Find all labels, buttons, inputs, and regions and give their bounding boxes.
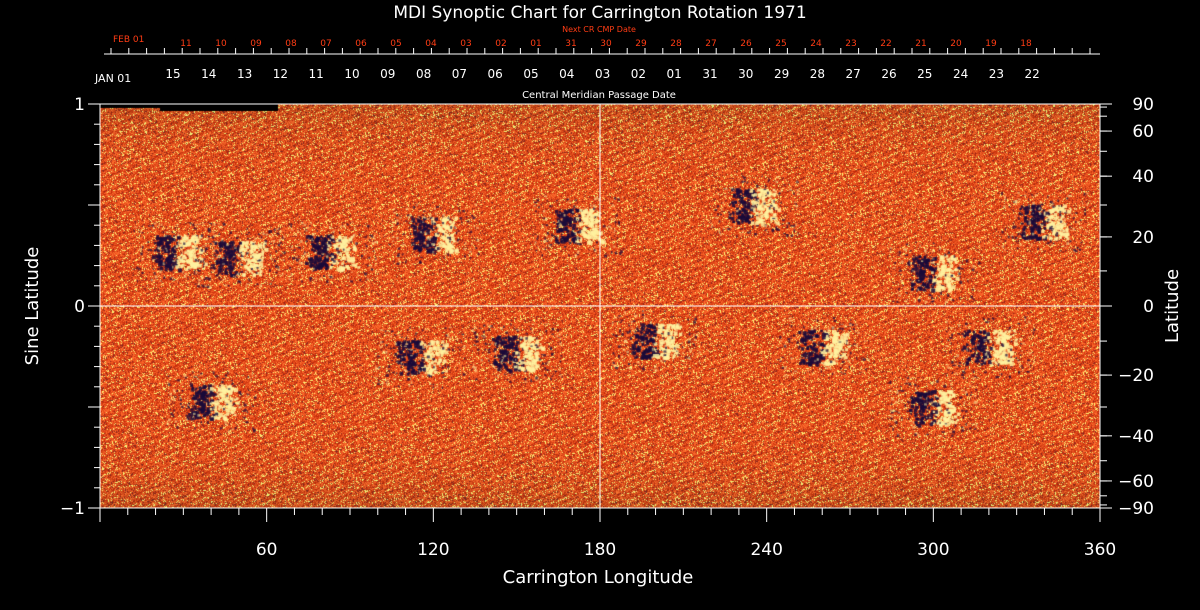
- y-left-tick-label: −1: [60, 499, 85, 519]
- next-cr-date-label: 07: [320, 39, 331, 49]
- y-axis-label-right: Latitude: [1162, 269, 1183, 343]
- cmp-date-label: 26: [881, 67, 896, 81]
- x-tick-label: 360: [1084, 540, 1116, 560]
- cmp-date-label: 14: [201, 67, 216, 81]
- next-cr-date-label: 18: [1020, 39, 1032, 49]
- y-right-tick-label: −60: [1118, 472, 1154, 492]
- y-right-tick-label: −20: [1118, 366, 1154, 386]
- cmp-date-label: 06: [488, 67, 503, 81]
- next-cr-date-label: 03: [460, 39, 471, 49]
- cmp-date-label: 28: [810, 67, 825, 81]
- x-axis-label: Carrington Longitude: [503, 567, 694, 588]
- cmp-date-label: 24: [953, 67, 968, 81]
- next-cr-date-label: 11: [180, 39, 191, 49]
- x-tick-label: 60: [256, 540, 278, 560]
- cmp-date-label: 11: [309, 67, 324, 81]
- next-cr-date-label: 27: [705, 39, 716, 49]
- cmp-date-label: 03: [595, 67, 610, 81]
- next-cr-date-label: 06: [355, 39, 367, 49]
- cmp-date-label: 31: [702, 67, 717, 81]
- cmp-date-label: 01: [667, 67, 682, 81]
- next-cr-date-label: 30: [600, 39, 612, 49]
- cmp-date-label: 15: [165, 67, 180, 81]
- next-cr-date-label: 10: [215, 39, 227, 49]
- cmp-date-label: 30: [738, 67, 753, 81]
- cmp-start-label: JAN 01: [94, 72, 131, 85]
- next-cr-date-label: 21: [915, 39, 926, 49]
- cmp-date-label: 12: [273, 67, 288, 81]
- next-cr-date-label: 29: [635, 39, 647, 49]
- cmp-date-label: 27: [846, 67, 861, 81]
- next-cr-date-label: 24: [810, 39, 822, 49]
- cmp-date-label: 10: [344, 67, 359, 81]
- cmp-axis-title: Central Meridian Passage Date: [522, 90, 676, 101]
- cmp-date-label: 22: [1025, 67, 1040, 81]
- next-cr-date-label: 19: [985, 39, 997, 49]
- cmp-date-label: 04: [559, 67, 574, 81]
- next-cr-date-label: 05: [390, 39, 401, 49]
- next-cr-start-label: FEB 01: [113, 35, 144, 45]
- cmp-date-label: 13: [237, 67, 252, 81]
- chart-title: MDI Synoptic Chart for Carrington Rotati…: [393, 3, 806, 23]
- cmp-date-label: 05: [523, 67, 538, 81]
- y-axis-label-left: Sine Latitude: [22, 247, 43, 366]
- x-tick-label: 300: [917, 540, 949, 560]
- next-cr-date-label: 01: [530, 39, 541, 49]
- next-cr-date-label: 04: [425, 39, 437, 49]
- next-cr-date-label: 22: [880, 39, 891, 49]
- cmp-date-label: 07: [452, 67, 467, 81]
- cmp-date-label: 23: [989, 67, 1004, 81]
- x-tick-label: 180: [584, 540, 616, 560]
- y-left-tick-label: 1: [74, 95, 85, 115]
- next-cr-axis-title: Next CR CMP Date: [562, 25, 636, 34]
- cmp-date-label: 09: [380, 67, 395, 81]
- next-cr-date-label: 23: [845, 39, 856, 49]
- cmp-date-label: 02: [631, 67, 646, 81]
- y-right-tick-label: −40: [1118, 427, 1154, 447]
- next-cr-date-label: 20: [950, 39, 962, 49]
- next-cr-date-label: 08: [285, 39, 297, 49]
- cmp-date-label: 08: [416, 67, 431, 81]
- next-cr-date-label: 25: [775, 39, 786, 49]
- y-right-tick-label: −90: [1118, 499, 1154, 519]
- y-right-tick-label: 60: [1132, 122, 1154, 142]
- next-cr-date-label: 09: [250, 39, 262, 49]
- cmp-date-label: 29: [774, 67, 789, 81]
- y-right-tick-label: 20: [1132, 228, 1154, 248]
- next-cr-date-label: 02: [495, 39, 506, 49]
- y-right-tick-label: 40: [1132, 167, 1154, 187]
- y-right-tick-label: 90: [1132, 95, 1154, 115]
- y-left-tick-label: 0: [74, 297, 85, 317]
- cmp-date-label: 25: [917, 67, 932, 81]
- x-tick-label: 120: [417, 540, 449, 560]
- next-cr-date-label: 31: [565, 39, 576, 49]
- x-tick-label: 240: [750, 540, 782, 560]
- next-cr-date-label: 28: [670, 39, 682, 49]
- y-right-tick-label: 0: [1143, 297, 1154, 317]
- next-cr-date-label: 26: [740, 39, 752, 49]
